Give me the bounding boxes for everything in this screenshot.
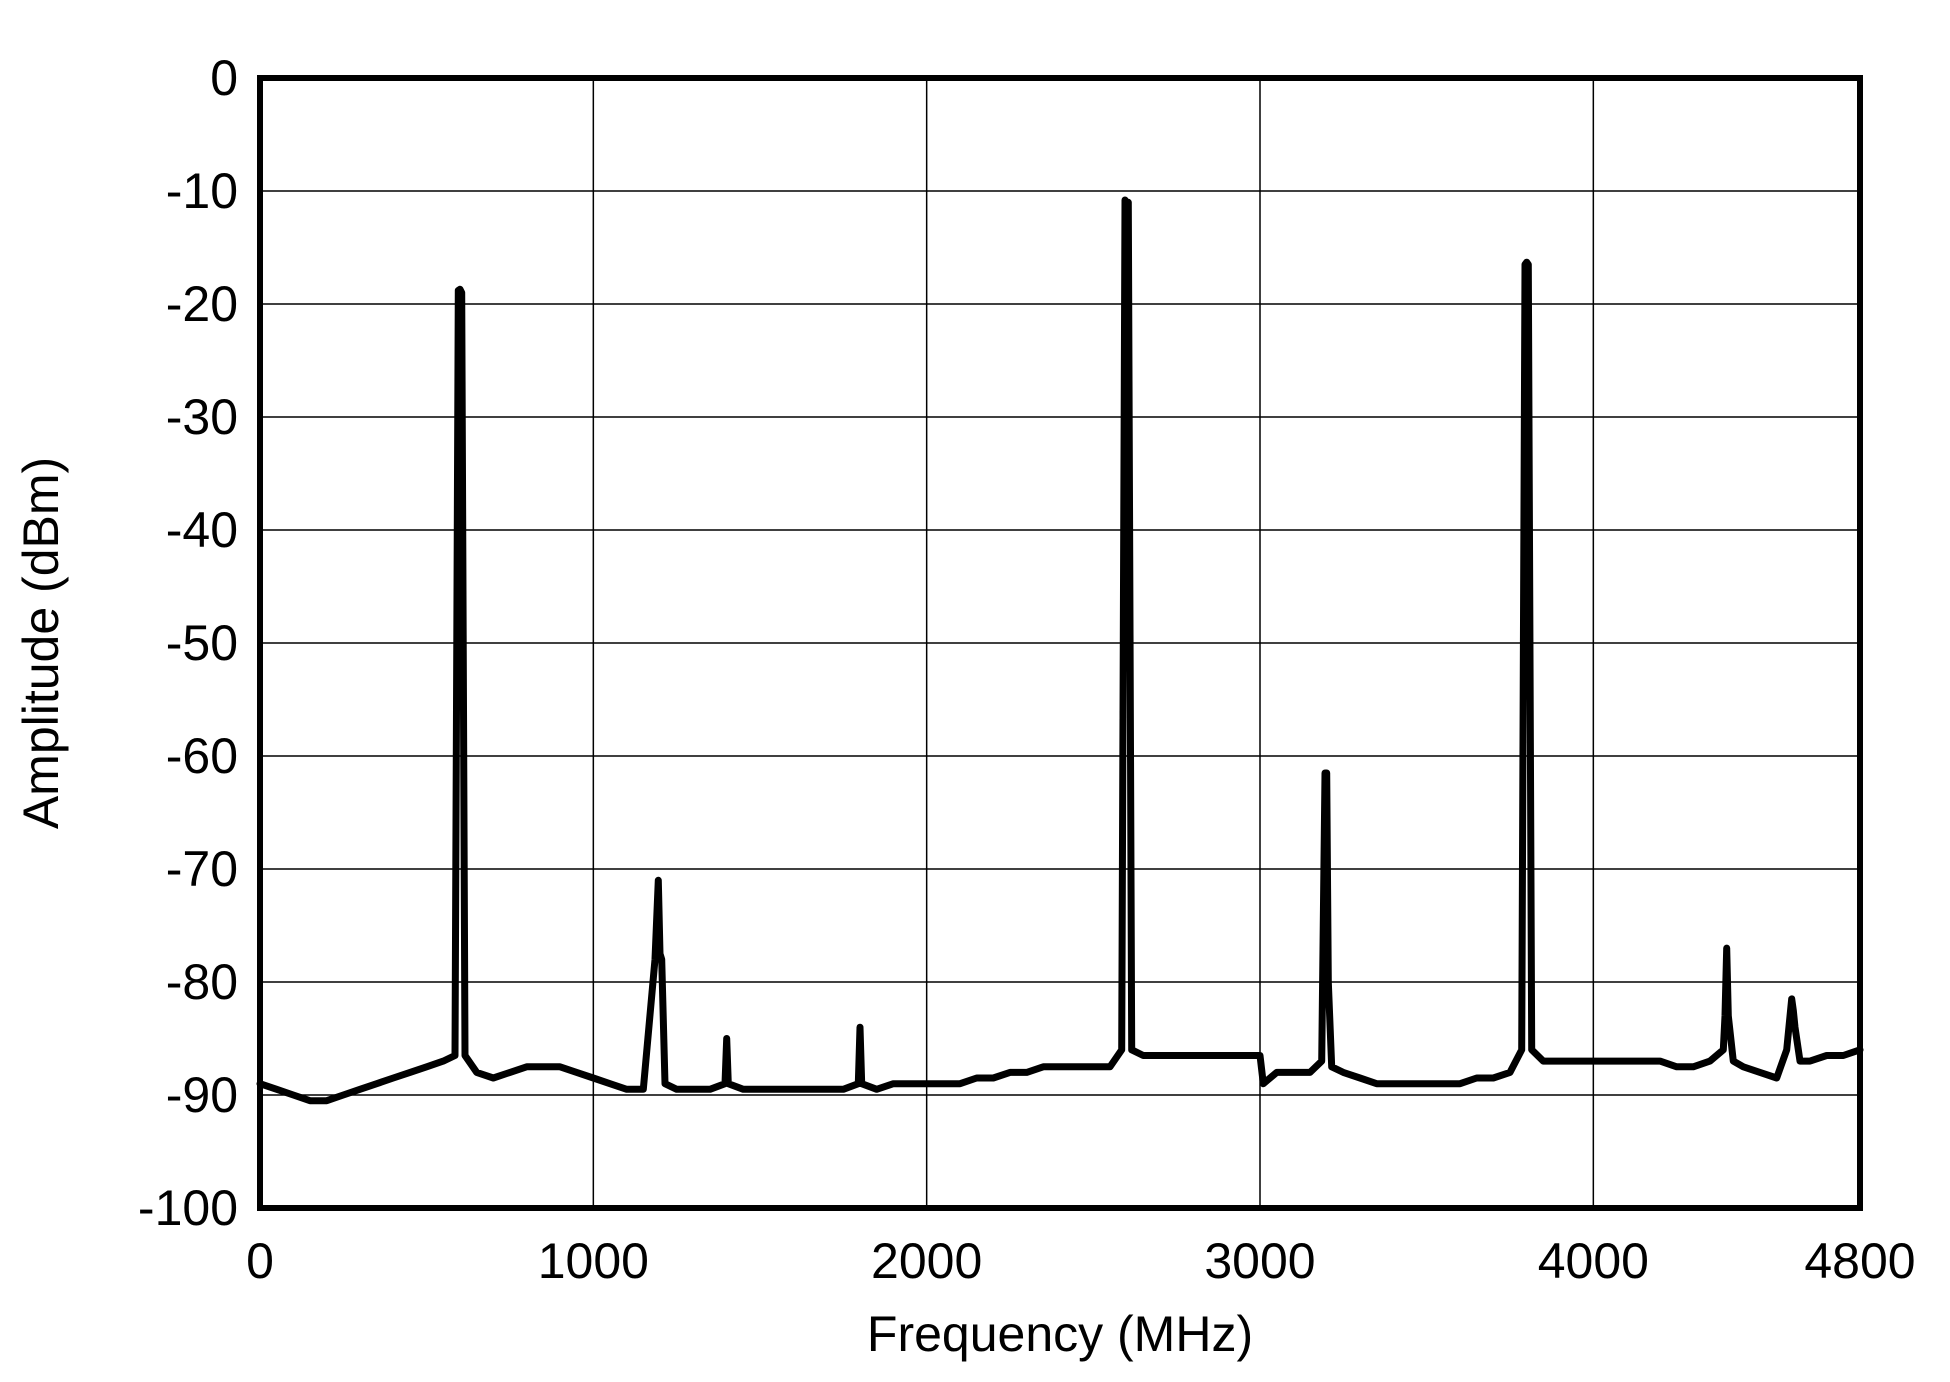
x-tick-label: 3000 <box>1204 1233 1315 1289</box>
y-tick-label: -40 <box>166 502 238 558</box>
x-tick-label: 4800 <box>1804 1233 1915 1289</box>
y-tick-label: 0 <box>210 50 238 106</box>
y-tick-label: -80 <box>166 954 238 1010</box>
x-tick-label: 0 <box>246 1233 274 1289</box>
x-tick-label: 4000 <box>1538 1233 1649 1289</box>
grid-lines <box>260 78 1860 1208</box>
y-tick-label: -100 <box>138 1180 238 1236</box>
y-tick-label: -50 <box>166 615 238 671</box>
y-tick-label: -90 <box>166 1067 238 1123</box>
y-tick-labels: 0 -10 -20 -30 -40 -50 -60 -70 -80 -90 -100 <box>138 50 238 1236</box>
y-tick-label: -70 <box>166 841 238 897</box>
series-line <box>256 196 1864 1105</box>
x-tick-label: 2000 <box>871 1233 982 1289</box>
y-tick-label: -60 <box>166 728 238 784</box>
y-tick-label: -10 <box>166 163 238 219</box>
y-axis-title: Amplitude (dBm) <box>13 457 69 829</box>
y-tick-label: -20 <box>166 276 238 332</box>
x-tick-label: 1000 <box>538 1233 649 1289</box>
plot-frame <box>257 75 1863 1211</box>
x-axis-title: Frequency (MHz) <box>867 1306 1253 1362</box>
y-tick-label: -30 <box>166 389 238 445</box>
x-tick-labels: 0 1000 2000 3000 4000 4800 <box>246 1233 1916 1289</box>
plot-area <box>256 196 1864 1105</box>
